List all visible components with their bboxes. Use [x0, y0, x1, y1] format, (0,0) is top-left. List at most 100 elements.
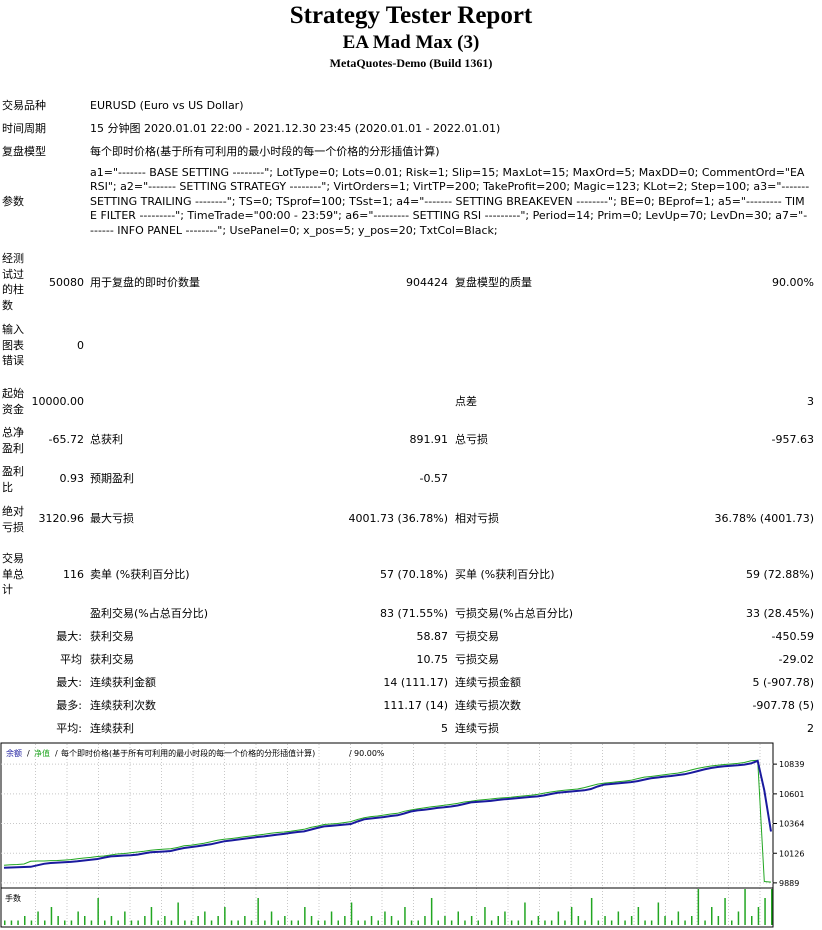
volume-bar	[204, 911, 206, 925]
volume-bar	[24, 916, 26, 925]
volume-bar	[190, 920, 193, 925]
max-consec-wins-value: 14 (111.17)	[383, 676, 448, 689]
volume-bars	[4, 889, 773, 925]
volume-bar	[177, 902, 179, 925]
volume-bar	[197, 916, 199, 925]
volume-bar	[737, 911, 740, 925]
trades-value: 116	[63, 568, 84, 581]
volume-bar	[117, 920, 119, 925]
params-label: 参数	[2, 195, 24, 208]
legend-equity: 净值	[34, 748, 50, 758]
volume-bar	[310, 916, 313, 925]
largest-loss-value: -450.59	[771, 630, 814, 643]
balance-chart: 10839 10601 10364 10126 9889 余额 / 净值 / 每个即时价…	[0, 742, 804, 928]
legend-sep-3: /	[349, 749, 352, 758]
balance-line	[3, 759, 772, 869]
volume-bar	[4, 920, 6, 925]
volume-bar	[644, 920, 646, 925]
max-dd-label: 最大亏损	[90, 512, 134, 525]
volume-bar	[250, 920, 253, 925]
legend-sep-2: /	[55, 749, 58, 758]
volume-bar	[137, 920, 139, 925]
volume-bar	[350, 902, 353, 925]
gross-loss-label: 总亏损	[455, 433, 488, 446]
gross-profit-label: 总获利	[90, 433, 123, 446]
volume-bar	[577, 916, 580, 925]
volume-bar	[677, 911, 680, 925]
volume-bar	[44, 920, 46, 925]
volume-bar	[370, 916, 373, 925]
volume-bar	[590, 898, 593, 925]
volume-bar	[224, 907, 226, 925]
most-prefix: 最多:	[56, 699, 82, 712]
largest-profit-label: 获利交易	[90, 630, 134, 643]
short-label: 卖单 (%获利百分比)	[90, 568, 190, 581]
volume-bar	[510, 920, 513, 925]
volume-bar	[237, 920, 239, 925]
bars-label: 经测试过的柱数	[2, 252, 24, 312]
volume-bar	[437, 920, 439, 925]
volume-bar	[230, 920, 233, 925]
abs-dd-value: 3120.96	[38, 512, 85, 525]
volume-bar	[477, 920, 479, 925]
volume-bar	[597, 920, 600, 925]
legend-quality: 90.00%	[354, 749, 385, 758]
symbol-label: 交易品种	[2, 99, 46, 112]
volume-bar	[284, 916, 286, 925]
volume-bar	[17, 920, 19, 925]
volume-bar	[10, 920, 13, 925]
volume-bar	[70, 920, 73, 925]
quality-value: 90.00%	[772, 276, 814, 289]
volume-bar	[217, 916, 219, 925]
avg-consec-wins-label: 连续获利	[90, 722, 134, 735]
most-consec-profit-value: 111.17 (14)	[383, 699, 448, 712]
volume-bar	[497, 916, 499, 925]
y-tick-label: 10364	[779, 820, 804, 829]
avg-profit-label: 获利交易	[90, 653, 134, 666]
volume-bar	[450, 920, 453, 925]
long-value: 59 (72.88%)	[745, 568, 814, 581]
volume-bar	[604, 916, 606, 925]
volume-bar	[504, 911, 506, 925]
volume-bar	[124, 911, 126, 925]
volume-bar	[257, 898, 259, 925]
max-consec-wins-label: 连续获利金额	[90, 676, 156, 689]
volume-bar	[397, 920, 399, 925]
volume-bar	[751, 916, 753, 925]
max-consec-losses-value: 5 (-907.78)	[752, 676, 814, 689]
legend-balance: 余额	[6, 748, 22, 758]
period-value: 15 分钟图 2020.01.01 22:00 - 2021.12.30 23:…	[90, 122, 501, 135]
volume-bar	[490, 920, 493, 925]
volume-bar	[364, 920, 366, 925]
short-value: 57 (70.18%)	[379, 568, 448, 581]
params-value: a1="------- BASE SETTING --------"; LotT…	[90, 166, 810, 237]
volume-bar	[84, 916, 86, 925]
profit-trades-label: 盈利交易(%占总百分比)	[90, 607, 209, 620]
volume-bar	[444, 916, 446, 925]
volume-bar	[337, 920, 339, 925]
pf-value: 0.93	[59, 472, 85, 485]
most-consec-loss-label: 连续亏损次数	[455, 699, 521, 712]
volume-bar	[764, 898, 766, 925]
volume-bar	[664, 916, 666, 925]
largest-profit-value: 58.87	[416, 630, 449, 643]
max-consec-losses-label: 连续亏损金额	[455, 676, 521, 689]
y-tick-label: 10839	[779, 760, 804, 769]
volume-bar	[110, 916, 113, 925]
quality-label: 复盘模型的质量	[455, 276, 532, 289]
avg-loss-value: -29.02	[778, 653, 814, 666]
spread-label: 点差	[455, 395, 477, 408]
volume-bar	[417, 920, 419, 925]
rel-dd-label: 相对亏损	[455, 512, 499, 525]
volume-bar	[324, 920, 326, 925]
volume-bar	[77, 911, 79, 925]
pf-label: 盈利比	[2, 465, 24, 494]
volume-bar	[564, 920, 566, 925]
volume-bar	[570, 907, 573, 925]
volume-bar	[704, 920, 706, 925]
volume-bar	[277, 920, 279, 925]
volume-bar	[530, 920, 533, 925]
avg-consec-prefix: 平均:	[56, 722, 82, 735]
volume-bar	[144, 916, 146, 925]
volume-bar	[470, 916, 473, 925]
